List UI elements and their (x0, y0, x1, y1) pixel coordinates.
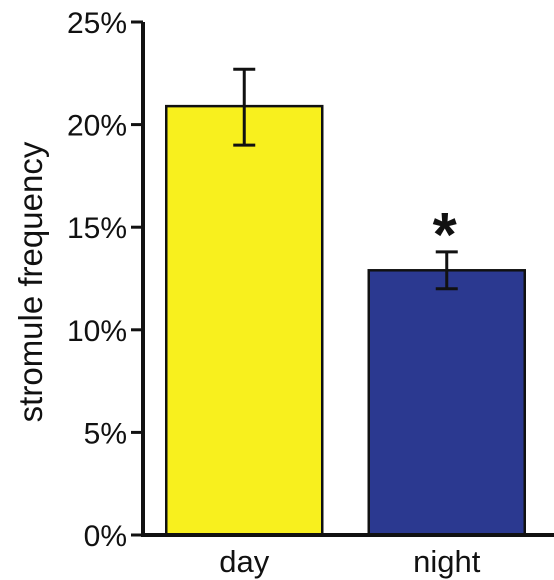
y-tick-label: 15% (67, 212, 127, 245)
y-tick-label: 0% (84, 520, 127, 553)
y-tick-label: 5% (84, 417, 127, 450)
y-tick-label: 20% (67, 110, 127, 143)
x-tick-label-day: day (219, 544, 269, 579)
significance-asterisk: * (433, 201, 458, 270)
bar-night (367, 269, 526, 537)
bar-day (165, 104, 324, 537)
error-bar-night (435, 250, 458, 291)
y-tick-label: 25% (67, 7, 127, 40)
error-bar-day (233, 67, 256, 147)
y-axis-label: stromule frequency (12, 141, 49, 422)
y-tick-label: 10% (67, 315, 127, 348)
x-tick-label-night: night (413, 544, 481, 579)
